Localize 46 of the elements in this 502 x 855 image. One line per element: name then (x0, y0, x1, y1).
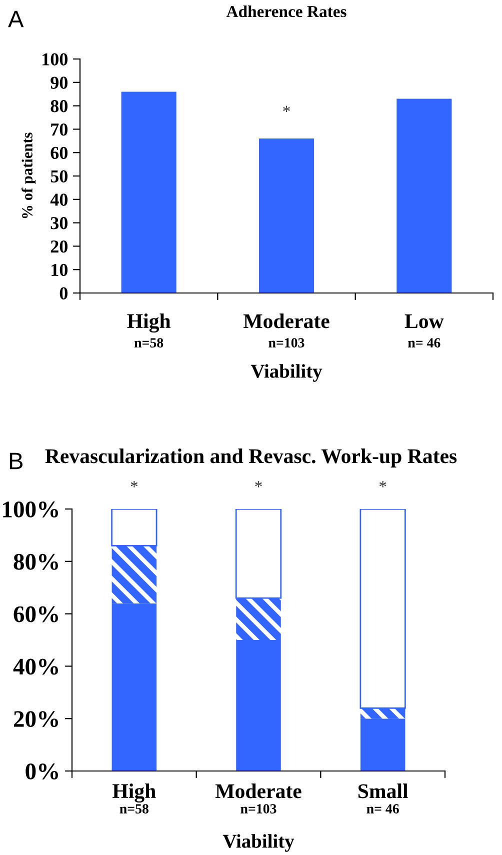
y-axis-title: % of patients (22, 132, 36, 218)
y-tick-label: 0% (26, 763, 58, 780)
y-tick-label: 50 (50, 170, 68, 182)
bar (360, 509, 406, 709)
text: * (379, 481, 386, 488)
y-tick-label: 30 (50, 217, 68, 230)
text: * (255, 481, 262, 488)
y-tick-label: 0 (60, 287, 68, 300)
chart-title: Adherence Rates (226, 5, 346, 18)
x-tick-label: Moderate n=103 (243, 314, 330, 348)
y-tick-label: 80% (14, 554, 58, 570)
y-tick-label: 90 (50, 76, 68, 89)
y-tick-label: 100% (3, 501, 58, 518)
y-tick-label: 40 (50, 194, 68, 206)
bar (112, 546, 157, 604)
x-axis-title: Viability (250, 364, 322, 382)
x-tick-label: Small n= 46 (358, 784, 408, 814)
y-tick-label: 40% (13, 658, 58, 675)
bar (360, 718, 406, 771)
y-tick-label: 10 (52, 264, 68, 276)
annotation: * (283, 106, 290, 112)
y-tick-label: 60% (14, 606, 58, 622)
y-tick-label: 20 (50, 240, 68, 253)
bar (258, 138, 314, 293)
bar (112, 603, 157, 771)
x-tick-label: Low n= 46 (404, 314, 444, 348)
bar (396, 98, 452, 293)
y-tick-label: 80 (50, 100, 68, 112)
y-tick-label: 60 (50, 146, 68, 160)
bar (111, 509, 158, 546)
bar (121, 92, 176, 293)
chart-title: Revascularization and Revasc. Work-up Rates (45, 448, 457, 468)
text: A (8, 10, 24, 28)
y-tick-label: 100 (42, 53, 68, 66)
bar (236, 598, 281, 640)
bar (235, 509, 282, 599)
bar (236, 640, 281, 771)
x-axis-title: Viability (222, 834, 294, 852)
x-tick-label: Moderate n=103 (215, 784, 302, 814)
x-tick-label: High n=58 (112, 783, 156, 814)
text: * (130, 481, 138, 488)
bar (360, 708, 406, 719)
x-tick-label: High n=58 (127, 313, 171, 348)
text: B (10, 452, 22, 470)
y-tick-label: 70 (51, 123, 68, 136)
y-tick-label: 20% (14, 711, 58, 728)
